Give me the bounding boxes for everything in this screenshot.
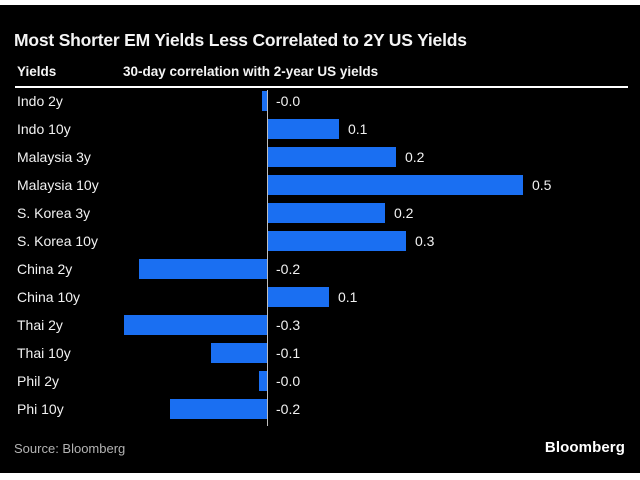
bar <box>211 343 267 363</box>
value-label: -0.1 <box>276 345 301 361</box>
chart-row: Malaysia 3y 0.2 <box>0 146 640 174</box>
chart-row: Malaysia 10y 0.5 <box>0 174 640 202</box>
bar <box>268 287 329 307</box>
category-label: Thai 2y <box>17 317 63 333</box>
bloomberg-logo: Bloomberg <box>544 439 625 456</box>
value-label: 0.3 <box>415 233 435 249</box>
bar <box>268 119 339 139</box>
chart-row: Thai 2y -0.3 <box>0 314 640 342</box>
column-header-correlation: 30-day correlation with 2-year US yields <box>123 64 379 79</box>
value-label: -0.3 <box>276 317 301 333</box>
value-label: 0.1 <box>348 121 368 137</box>
value-label: -0.0 <box>276 373 301 389</box>
chart-row: S. Korea 3y 0.2 <box>0 202 640 230</box>
category-label: Thai 10y <box>17 345 71 361</box>
category-label: Indo 10y <box>17 121 71 137</box>
source-note: Source: Bloomberg <box>14 441 126 456</box>
value-label: -0.0 <box>276 93 301 109</box>
chart-card: Most Shorter EM Yields Less Correlated t… <box>0 5 640 473</box>
category-label: S. Korea 10y <box>17 233 98 249</box>
category-label: Malaysia 3y <box>17 149 91 165</box>
chart-title: Most Shorter EM Yields Less Correlated t… <box>14 30 467 50</box>
value-label: 0.1 <box>338 289 358 305</box>
bar <box>262 91 267 111</box>
bar <box>170 399 267 419</box>
category-label: China 2y <box>17 261 73 277</box>
bar <box>124 315 267 335</box>
chart-row: Indo 10y 0.1 <box>0 118 640 146</box>
bar <box>268 147 396 167</box>
category-label: Indo 2y <box>17 93 63 109</box>
bar <box>268 175 523 195</box>
zero-axis-line <box>267 90 268 426</box>
chart-row: Phi 10y -0.2 <box>0 398 640 426</box>
bar <box>139 259 267 279</box>
category-label: Malaysia 10y <box>17 177 99 193</box>
footer: Source: Bloomberg Bloomberg <box>14 439 625 456</box>
bar <box>268 203 385 223</box>
chart-row: China 2y -0.2 <box>0 258 640 286</box>
column-headers: Yields 30-day correlation with 2-year US… <box>0 64 640 82</box>
column-header-yields: Yields <box>17 64 57 79</box>
chart-row: Thai 10y -0.1 <box>0 342 640 370</box>
bar <box>268 231 406 251</box>
category-label: Phi 10y <box>17 401 64 417</box>
category-label: S. Korea 3y <box>17 205 91 221</box>
value-label: 0.2 <box>405 149 425 165</box>
bar-plot: Indo 2y -0.0 Indo 10y 0.1 Malaysia 3y 0.2 Mala… <box>0 90 640 426</box>
value-label: -0.2 <box>276 401 301 417</box>
chart-row: Indo 2y -0.0 <box>0 90 640 118</box>
category-label: China 10y <box>17 289 81 305</box>
value-label: -0.2 <box>276 261 301 277</box>
value-label: 0.2 <box>394 205 414 221</box>
category-label: Phil 2y <box>17 373 60 389</box>
bar <box>259 371 267 391</box>
value-label: 0.5 <box>532 177 552 193</box>
chart-row: S. Korea 10y 0.3 <box>0 230 640 258</box>
header-rule <box>15 86 628 88</box>
chart-row: China 10y 0.1 <box>0 286 640 314</box>
chart-row: Phil 2y -0.0 <box>0 370 640 398</box>
